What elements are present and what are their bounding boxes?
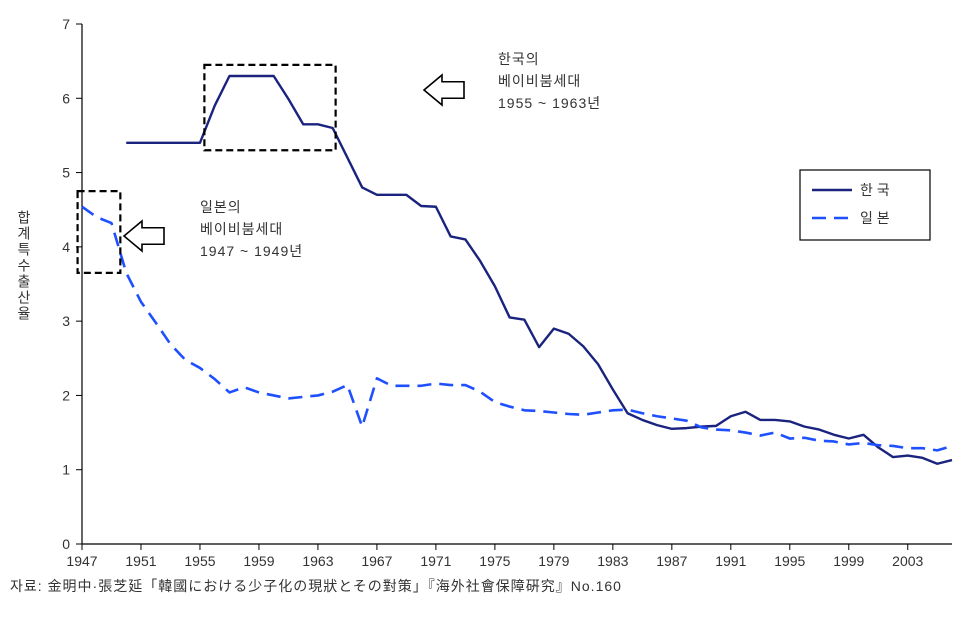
legend-box bbox=[800, 170, 930, 240]
x-tick-label: 1987 bbox=[656, 553, 687, 569]
x-tick-label: 1971 bbox=[420, 553, 451, 569]
annotation-text: 1955 ~ 1963년 bbox=[498, 95, 601, 111]
x-tick-label: 1947 bbox=[66, 553, 97, 569]
annotation-text: 베이비붐세대 bbox=[498, 73, 581, 89]
annotation-text: 베이비붐세대 bbox=[200, 221, 283, 237]
x-tick-label: 1955 bbox=[184, 553, 215, 569]
annotation-text: 1947 ~ 1949년 bbox=[200, 243, 303, 259]
x-tick-label: 1999 bbox=[833, 553, 864, 569]
y-tick-label: 4 bbox=[62, 239, 70, 255]
x-tick-label: 1983 bbox=[597, 553, 628, 569]
x-tick-label: 1991 bbox=[715, 553, 746, 569]
x-tick-label: 1963 bbox=[302, 553, 333, 569]
y-axis-label: 합계특수출산율 bbox=[14, 210, 34, 322]
y-tick-label: 5 bbox=[62, 165, 70, 181]
x-tick-label: 1967 bbox=[361, 553, 392, 569]
x-tick-label: 1951 bbox=[125, 553, 156, 569]
x-tick-label: 1975 bbox=[479, 553, 510, 569]
y-tick-label: 2 bbox=[62, 387, 70, 403]
source-citation: 자료: 金明中·張芝延「韓國における少子化の現狀とその對策」『海外社會保障硏究』… bbox=[10, 576, 967, 596]
y-tick-label: 3 bbox=[62, 313, 70, 329]
y-tick-label: 7 bbox=[62, 16, 70, 32]
fertility-chart: 합계특수출산율 0 1 2 3 4 5 6 7 1947 1951 1955 1959 1963 1967… bbox=[10, 10, 967, 613]
annotation-text: 한국의 bbox=[498, 51, 540, 67]
x-tick-label: 1979 bbox=[538, 553, 569, 569]
y-tick-label: 0 bbox=[62, 536, 70, 552]
x-tick-label: 1995 bbox=[774, 553, 805, 569]
y-tick-label: 6 bbox=[62, 90, 70, 106]
chart-svg: 0 1 2 3 4 5 6 7 1947 1951 1955 1959 1963 1967 1971 1975… bbox=[10, 10, 967, 570]
legend-label: 한 국 bbox=[860, 182, 890, 198]
x-tick-label: 1959 bbox=[243, 553, 274, 569]
legend-label: 일 본 bbox=[860, 210, 890, 226]
y-tick-label: 1 bbox=[62, 462, 70, 478]
x-tick-label: 2003 bbox=[892, 553, 923, 569]
annotation-text: 일본의 bbox=[200, 199, 242, 215]
